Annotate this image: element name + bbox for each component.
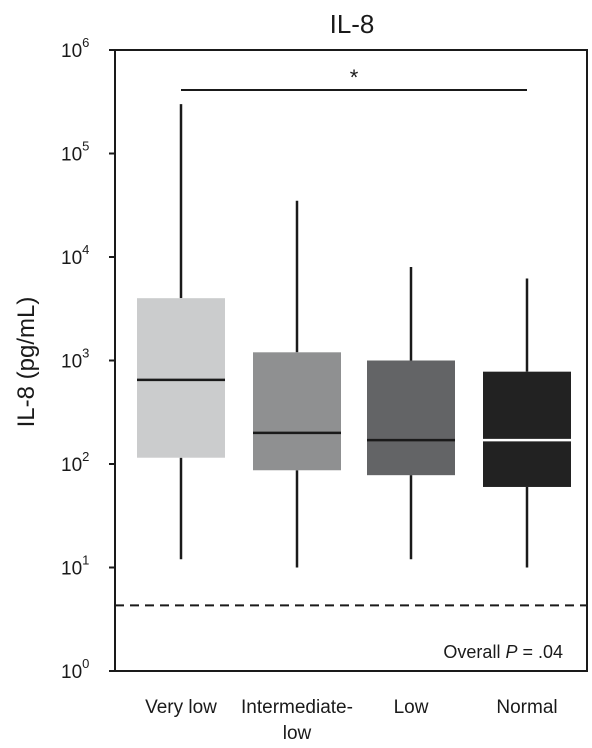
overall-p-prefix: Overall [443,642,505,662]
y-tick-label: 105 [61,139,89,166]
box-2 [253,200,341,568]
overall-p-symbol: P [505,642,517,662]
y-tick-label: 100 [61,656,89,683]
iqr-box [137,298,225,458]
boxes [137,104,571,568]
x-category-label-line: Intermediate- [241,697,353,718]
y-axis-label: IL-8 (pg/mL) [13,297,40,428]
y-tick-exponent: 0 [82,656,89,671]
overall-p-suffix: = .04 [517,642,563,662]
y-tick-label: 101 [61,553,89,580]
y-tick-exponent: 3 [82,346,89,361]
y-tick-label: 106 [61,35,89,62]
chart-title: IL-8 [330,9,375,39]
box-1 [137,104,225,560]
y-tick-exponent: 1 [82,553,89,568]
x-category-label: Low [394,697,429,718]
x-category-label: Very low [145,697,217,718]
x-category-label-line: Low [394,697,429,718]
y-tick-exponent: 4 [82,242,89,257]
iqr-box [253,352,341,471]
y-tick-base: 10 [61,559,82,580]
iqr-box [367,360,455,476]
significance-marker: * [350,65,359,90]
x-axis-category-labels: Very low Intermediate-low Low Normal [145,697,558,744]
y-tick-base: 10 [61,41,82,62]
y-tick-exponent: 2 [82,449,89,464]
x-category-label: Intermediate-low [241,697,353,744]
y-tick-label: 103 [61,346,89,373]
y-tick-label: 104 [61,242,89,269]
box-3 [367,267,455,560]
y-tick-base: 10 [61,662,82,683]
y-tick-base: 10 [61,352,82,373]
y-tick-base: 10 [61,455,82,476]
box-4 [483,278,571,568]
y-tick-base: 10 [61,248,82,269]
significance-bracket: * [181,65,527,91]
x-category-label-line: Normal [496,697,557,718]
y-tick-exponent: 6 [82,35,89,50]
y-tick-base: 10 [61,145,82,166]
y-tick-label: 102 [61,449,89,476]
x-category-label-line: Very low [145,697,217,718]
overall-p-annotation: Overall P = .04 [443,642,563,662]
x-category-label: Normal [496,697,557,718]
iqr-box [483,371,571,487]
x-category-label-line: low [283,723,312,744]
y-tick-exponent: 5 [82,139,89,154]
